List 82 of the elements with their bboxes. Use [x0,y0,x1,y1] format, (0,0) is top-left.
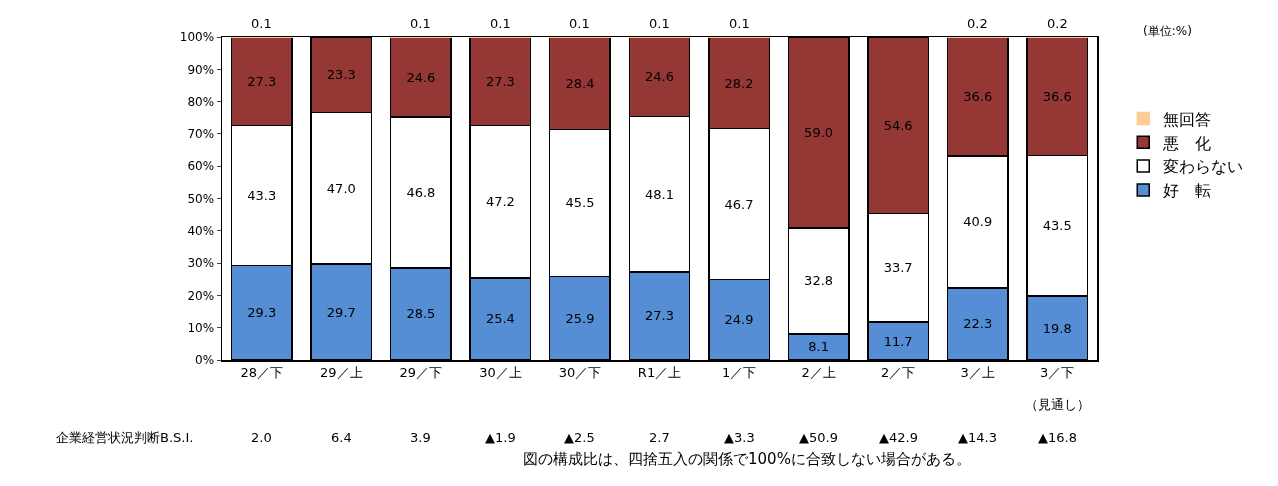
data-label: 11.7 [883,333,913,349]
data-label: 40.9 [963,214,993,230]
data-label: 23.3 [326,67,356,83]
text: 図の構成比は、四捨五入の関係で100%に合致しない場合がある。 [523,450,971,468]
data-label: 0.1 [490,16,511,31]
x-tick-label: 29／上 [320,365,363,381]
data-label: 0.2 [967,16,988,31]
data-label: 8.1 [808,339,829,355]
data-label: 54.6 [883,117,913,133]
data-label: 33.7 [883,260,913,276]
data-label: 25.9 [565,310,595,326]
text: 3.9 [410,430,431,445]
y-tick-label: 70% [187,127,215,142]
text: 2.7 [649,430,670,445]
data-label: 32.8 [804,273,834,289]
legend-label: 無回答 [1163,109,1212,129]
text: 企業経営状況判断B.S.I. [56,430,194,445]
data-label: 28.5 [406,306,436,322]
text: ▲50.9 [799,430,838,445]
data-label: 22.3 [963,316,993,332]
x-tick-label: 30／下 [558,365,602,381]
y-tick-label: 80% [187,94,215,109]
data-label: 0.2 [1047,16,1068,31]
y-tick-label: 10% [187,320,215,335]
data-label: 47.0 [326,180,356,196]
data-label: 43.5 [1042,218,1072,234]
data-label: 36.6 [1042,88,1072,104]
y-tick-label: 20% [187,288,215,303]
legend-label: 悪 化 [1162,133,1212,153]
data-label: 48.1 [645,186,674,202]
y-tick-label: 30% [187,256,215,271]
data-label: 25.4 [485,311,515,327]
y-tick-label: 0% [195,353,215,368]
data-label: 59.0 [804,125,834,141]
text: 6.4 [331,430,352,445]
data-label: 45.5 [565,195,595,211]
data-label: 24.6 [645,69,674,85]
text: ▲1.9 [485,430,516,445]
data-label: 0.1 [569,16,590,31]
text: （見通し） [1025,397,1090,412]
data-label: 46.8 [406,184,436,200]
data-label: 28.4 [565,76,595,92]
data-label: 27.3 [247,73,277,89]
data-label: 27.3 [645,308,674,324]
data-label: 43.3 [247,187,277,203]
data-label: 28.2 [724,75,754,91]
x-tick-label: 2／上 [801,365,836,381]
y-tick-label: 40% [187,224,215,238]
data-label: 24.9 [724,312,754,328]
x-tick-label: 3／下 [1040,365,1075,381]
y-tick-label: 90% [187,62,215,77]
x-tick-label: 30／上 [479,365,522,381]
text: ▲3.3 [724,430,755,445]
data-label: 29.7 [326,304,356,320]
data-label: 24.6 [406,69,436,85]
y-tick-label: 60% [187,159,215,174]
data-label: 27.3 [485,73,515,89]
text: ▲14.3 [958,430,997,445]
text: (単位:%) [1143,24,1192,38]
data-label: 0.1 [251,16,272,31]
data-label: 47.2 [485,194,515,210]
y-tick-label: 100% [179,30,215,45]
x-tick-label: 2／下 [881,365,916,381]
data-label: 36.6 [963,89,993,105]
x-tick-label: 3／上 [960,365,995,381]
data-label: 0.1 [729,16,750,31]
text: 2.0 [251,430,272,445]
legend-label: 好 転 [1163,181,1212,201]
y-tick-label: 50% [187,191,215,206]
x-tick-label: R1／上 [637,365,682,381]
data-label: 29.3 [247,305,277,321]
data-label: 19.8 [1042,320,1072,336]
x-tick-label: 1／下 [721,365,757,381]
data-label: 46.7 [724,196,754,212]
x-tick-label: 29／下 [399,365,443,381]
text: ▲2.5 [564,430,595,445]
legend-label: 変わらない [1163,157,1244,177]
x-tick-label: 28／下 [240,365,284,381]
text: ▲42.9 [879,430,918,445]
data-label: 0.1 [649,16,670,31]
text: ▲16.8 [1038,430,1077,445]
data-label: 0.1 [410,16,431,31]
